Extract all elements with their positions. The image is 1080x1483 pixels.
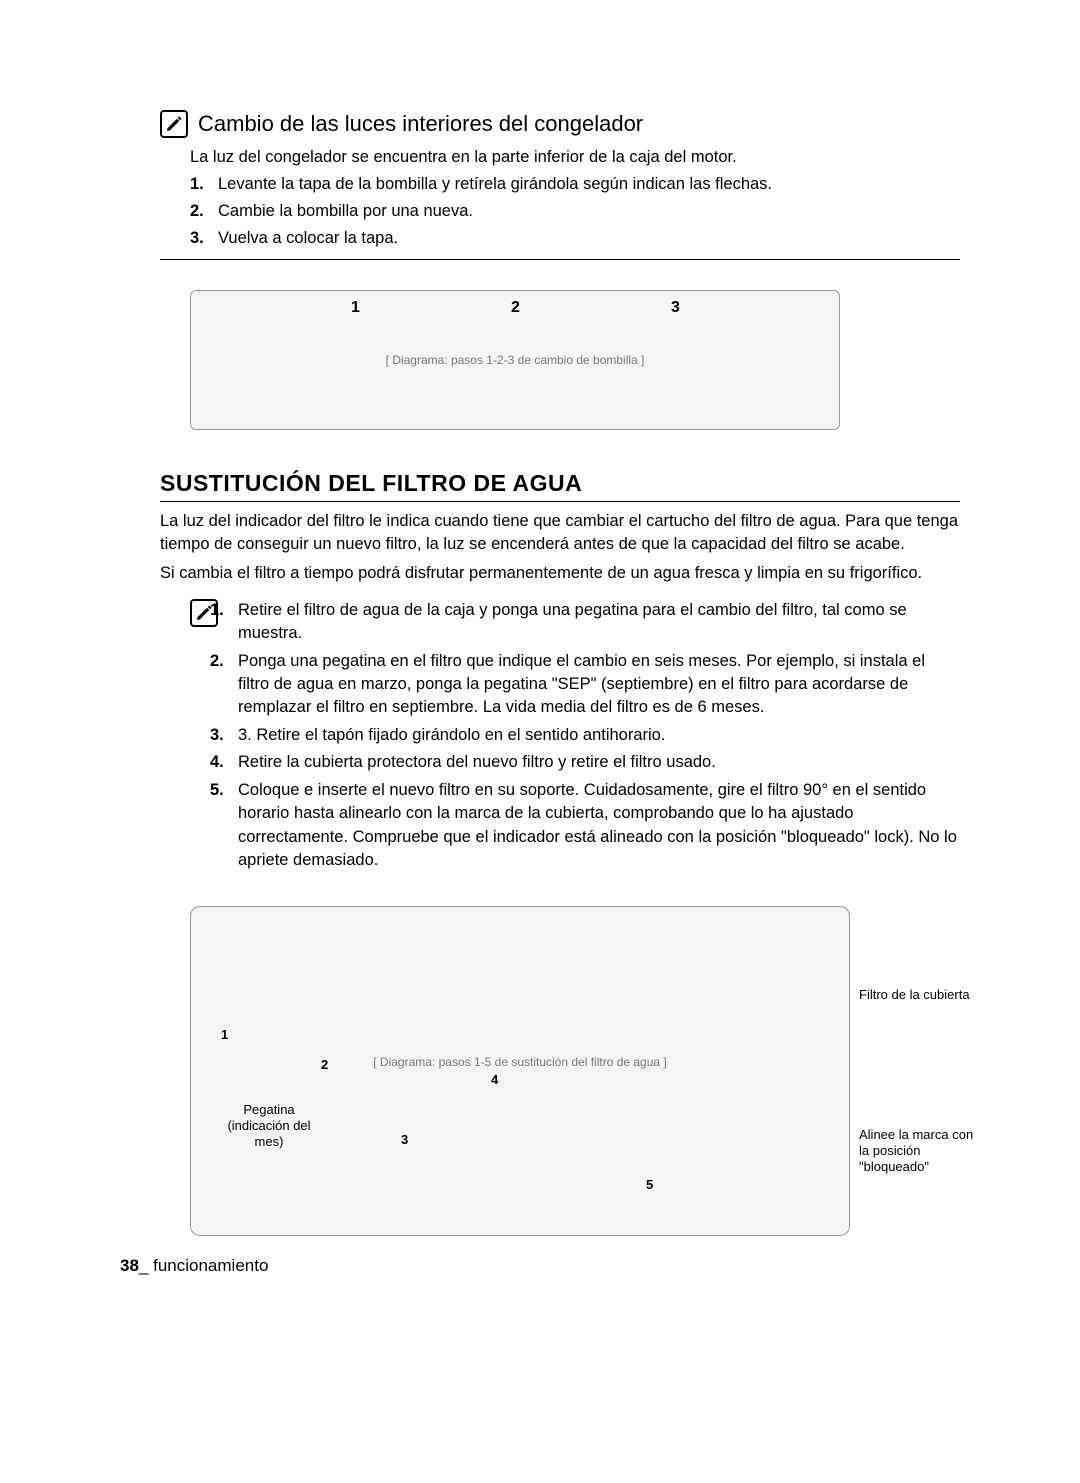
list-item: 1.Levante la tapa de la bombilla y retír…	[190, 172, 960, 197]
list-item: 4.Retire la cubierta protectora del nuev…	[210, 751, 960, 774]
section2-para1: La luz del indicador del filtro le indic…	[160, 510, 960, 556]
section1-title: Cambio de las luces interiores del conge…	[198, 111, 643, 137]
list-item: 3.Vuelva a colocar la tapa.	[190, 226, 960, 251]
list-item: 2.Ponga una pegatina en el filtro que in…	[210, 650, 960, 720]
list-item: 3.3. Retire el tapón fijado girándolo en…	[210, 724, 960, 747]
section2-title: SUSTITUCIÓN DEL FILTRO DE AGUA	[160, 470, 960, 502]
list-item: 1.Retire el filtro de agua de la caja y …	[210, 599, 960, 646]
divider	[160, 259, 960, 260]
section2-para2: Si cambia el filtro a tiempo podrá disfr…	[160, 562, 960, 585]
label-alinee: Alinee la marca con la posición "bloquea…	[859, 1127, 979, 1174]
list-item: 5.Coloque e inserte el nuevo filtro en s…	[210, 779, 960, 873]
page-footer: 38_ funcionamiento	[120, 1256, 268, 1276]
pencil-box-icon	[160, 110, 188, 138]
page-number: 38	[120, 1256, 139, 1275]
section1-diagram: 1 2 3 [ Diagrama: pasos 1-2-3 de cambio …	[190, 290, 840, 430]
section1-steps: 1.Levante la tapa de la bombilla y retír…	[190, 172, 960, 250]
label-filtro-cubierta: Filtro de la cubierta	[859, 987, 979, 1003]
footer-label: funcionamiento	[148, 1256, 268, 1275]
section2-steps: 1.Retire el filtro de agua de la caja y …	[210, 599, 960, 877]
section2-diagram: [ Diagrama: pasos 1-5 de sustitución del…	[190, 906, 850, 1236]
section1-intro: La luz del congelador se encuentra en la…	[190, 146, 960, 168]
list-item: 2.Cambie la bombilla por una nueva.	[190, 199, 960, 224]
label-pegatina: Pegatina (indicación del mes)	[221, 1102, 317, 1149]
pencil-icon	[165, 115, 183, 133]
